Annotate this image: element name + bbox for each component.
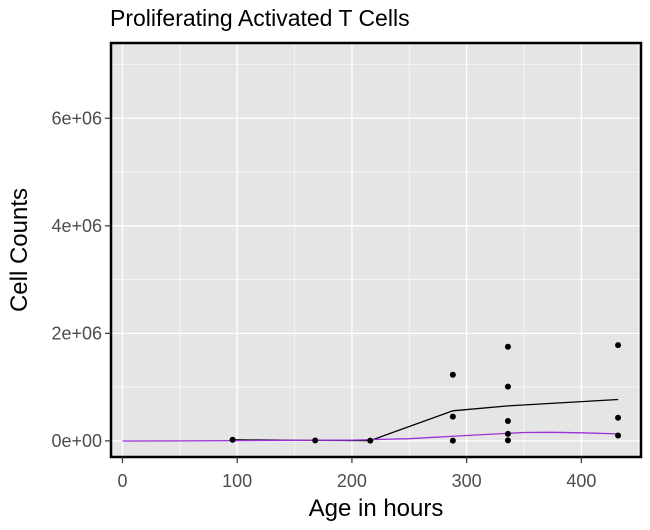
data-point — [449, 437, 456, 444]
plot-frame — [109, 41, 643, 459]
data-point — [504, 430, 511, 437]
series-line-2 — [122, 431, 619, 442]
x-tick-label: 300 — [452, 471, 482, 491]
data-point — [504, 417, 511, 424]
data-point — [504, 383, 511, 390]
plot-panel — [111, 43, 641, 457]
x-tick-label: 0 — [117, 471, 127, 491]
x-axis-title: Age in hours — [309, 495, 444, 522]
data-point — [229, 436, 236, 443]
grid-minor — [111, 43, 641, 457]
data-point — [615, 342, 622, 349]
data-point — [312, 437, 319, 444]
y-tick-label: 2e+06 — [51, 323, 102, 343]
x-tick-label: 200 — [337, 471, 367, 491]
chart-title: Proliferating Activated T Cells — [110, 5, 410, 31]
data-point — [615, 432, 622, 439]
trend-lines — [122, 398, 619, 442]
y-tick-label: 6e+06 — [51, 108, 102, 128]
data-point — [615, 414, 622, 421]
y-tick-label: 0e+00 — [51, 431, 102, 451]
x-tick-label: 100 — [222, 471, 252, 491]
y-tick-label: 4e+06 — [51, 216, 102, 236]
y-axis-ticks: 0e+00 2e+06 4e+06 6e+06 — [51, 108, 111, 451]
data-point — [504, 343, 511, 350]
data-point — [449, 413, 456, 420]
y-axis-title: Cell Counts — [6, 188, 33, 312]
x-axis-ticks: 0 100 200 300 400 — [117, 457, 596, 491]
data-point — [449, 371, 456, 378]
x-tick-label: 400 — [566, 471, 596, 491]
grid-major — [111, 43, 641, 457]
data-points — [229, 342, 622, 444]
data-point — [504, 437, 511, 444]
data-point — [367, 437, 374, 444]
